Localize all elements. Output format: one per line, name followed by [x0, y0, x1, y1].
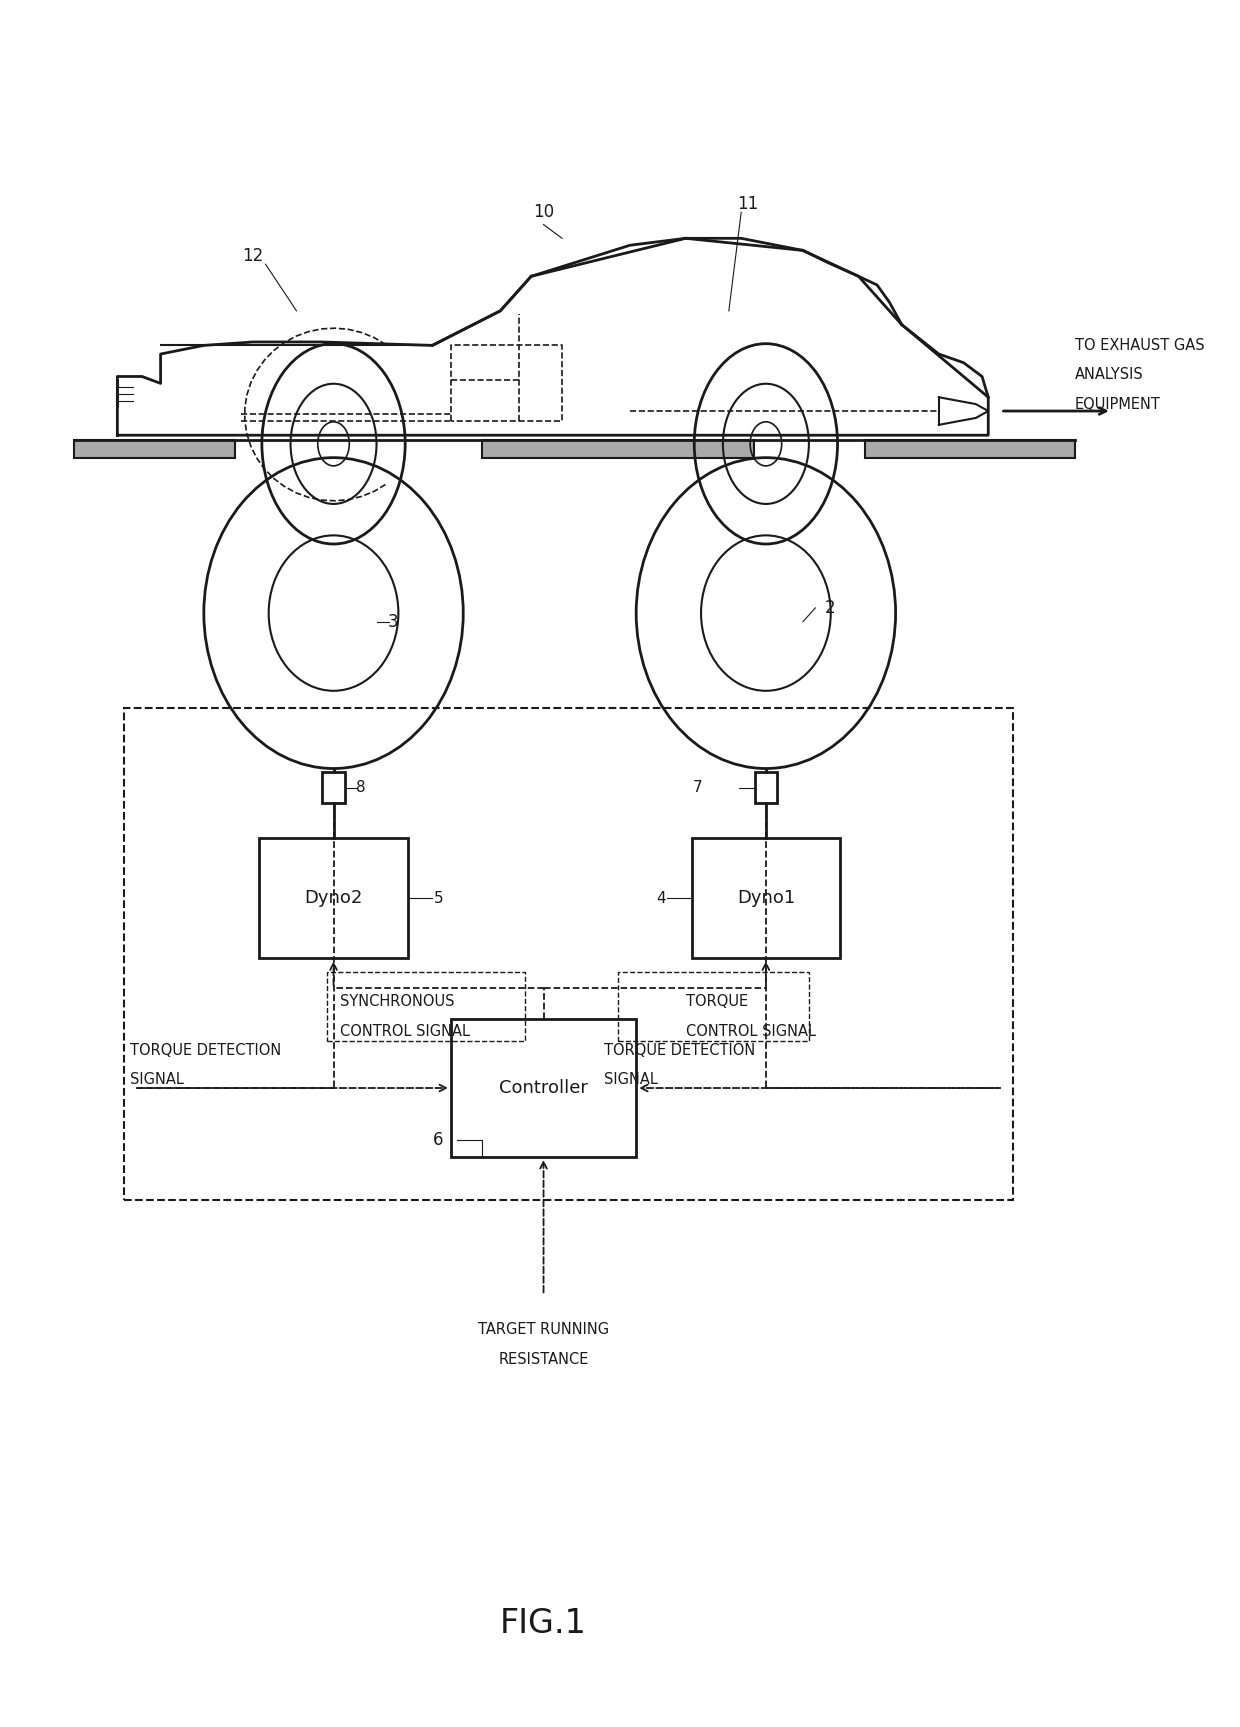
Text: 10: 10: [533, 204, 554, 221]
Bar: [74, 440, 234, 458]
Bar: [322, 772, 345, 803]
Text: TARGET RUNNING: TARGET RUNNING: [477, 1323, 609, 1337]
Text: CONTROL SIGNAL: CONTROL SIGNAL: [686, 1024, 816, 1038]
Bar: [692, 838, 839, 958]
Text: TORQUE: TORQUE: [686, 995, 748, 1009]
Text: EQUIPMENT: EQUIPMENT: [1075, 397, 1161, 411]
Bar: [618, 972, 810, 1041]
Text: 5: 5: [434, 891, 444, 905]
Text: 11: 11: [737, 195, 758, 212]
Text: 12: 12: [243, 247, 264, 264]
Text: TO EXHAUST GAS: TO EXHAUST GAS: [1075, 338, 1204, 352]
Bar: [864, 440, 1075, 458]
Bar: [259, 838, 408, 958]
Text: 6: 6: [433, 1131, 444, 1148]
Text: 2: 2: [825, 599, 836, 617]
Text: FIG.1: FIG.1: [500, 1606, 587, 1641]
Text: 7: 7: [693, 781, 703, 794]
Text: 4: 4: [656, 891, 666, 905]
Text: CONTROL SIGNAL: CONTROL SIGNAL: [340, 1024, 470, 1038]
Bar: [451, 1019, 636, 1157]
Text: SYNCHRONOUS: SYNCHRONOUS: [340, 995, 454, 1009]
Text: 8: 8: [356, 781, 366, 794]
Text: SIGNAL: SIGNAL: [604, 1072, 657, 1086]
Bar: [327, 972, 525, 1041]
Bar: [124, 708, 1013, 1200]
Text: RESISTANCE: RESISTANCE: [498, 1352, 589, 1366]
Bar: [755, 772, 777, 803]
Text: Controller: Controller: [498, 1079, 588, 1097]
Text: 3: 3: [388, 613, 398, 630]
Text: TORQUE DETECTION: TORQUE DETECTION: [604, 1043, 755, 1057]
Bar: [482, 440, 754, 458]
Text: TORQUE DETECTION: TORQUE DETECTION: [130, 1043, 281, 1057]
Text: Dyno2: Dyno2: [304, 889, 363, 907]
Text: ANALYSIS: ANALYSIS: [1075, 368, 1143, 382]
Text: Dyno1: Dyno1: [737, 889, 795, 907]
Text: SIGNAL: SIGNAL: [130, 1072, 184, 1086]
